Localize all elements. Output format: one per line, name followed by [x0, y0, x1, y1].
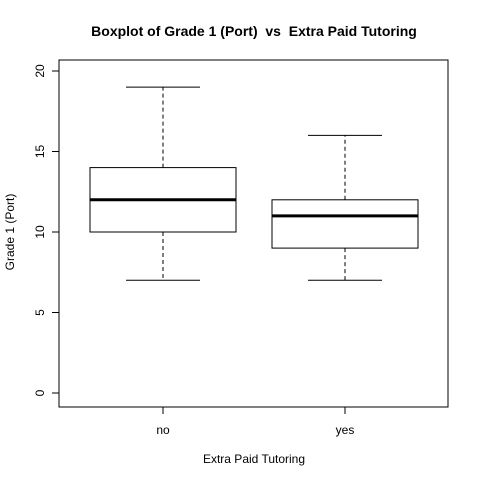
y-tick-label: 20: [33, 64, 47, 78]
x-tick-label: no: [156, 423, 170, 437]
y-axis-label: Grade 1 (Port): [3, 194, 17, 271]
x-axis-label: Extra Paid Tutoring: [203, 452, 305, 466]
x-axis: no yes: [156, 407, 354, 437]
y-axis: 0 5 10 15 20: [33, 64, 59, 396]
y-tick-label: 10: [33, 225, 47, 239]
iqr-box: [271, 199, 419, 249]
x-tick-label: yes: [336, 423, 355, 437]
box-yes: [271, 134, 419, 281]
plot-frame: [58, 59, 449, 408]
y-tick-label: 5: [33, 309, 47, 316]
y-tick-label: 0: [33, 389, 47, 396]
box-no: [89, 86, 237, 281]
y-tick-label: 15: [33, 145, 47, 159]
chart-title: Boxplot of Grade 1 (Port) vs Extra Paid …: [91, 23, 417, 39]
boxes: [89, 86, 419, 281]
